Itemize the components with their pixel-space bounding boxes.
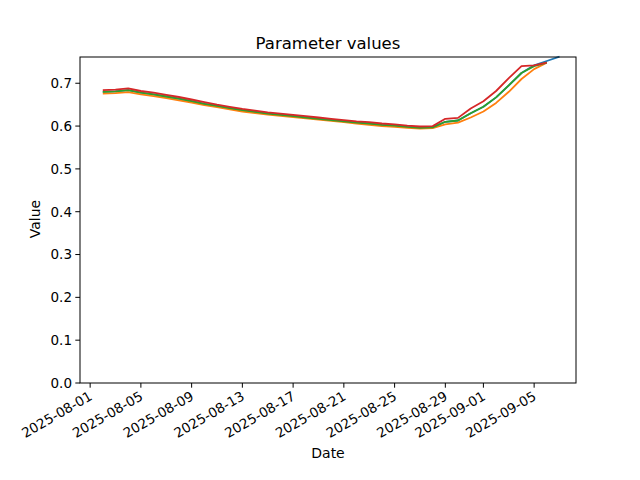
y-tick-label: 0.7: [51, 75, 72, 91]
y-tick-label: 0.3: [51, 246, 72, 262]
x-axis-label: Date: [80, 445, 576, 461]
matplotlib-figure: 2025-08-012025-08-052025-08-092025-08-13…: [0, 0, 640, 480]
y-tick-label: 0.0: [51, 375, 72, 391]
axes-frame: [80, 57, 576, 383]
chart-title: Parameter values: [80, 34, 576, 53]
y-tick-label: 0.6: [51, 118, 72, 134]
y-axis-label: Value: [27, 200, 43, 238]
y-tick-label: 0.4: [51, 204, 72, 220]
y-tick-label: 0.2: [51, 289, 72, 305]
line-blue: [103, 57, 560, 128]
line-red: [103, 63, 547, 127]
y-tick-label: 0.1: [51, 332, 72, 348]
y-tick-label: 0.5: [51, 161, 72, 177]
chart-canvas: 2025-08-012025-08-052025-08-092025-08-13…: [0, 0, 640, 480]
